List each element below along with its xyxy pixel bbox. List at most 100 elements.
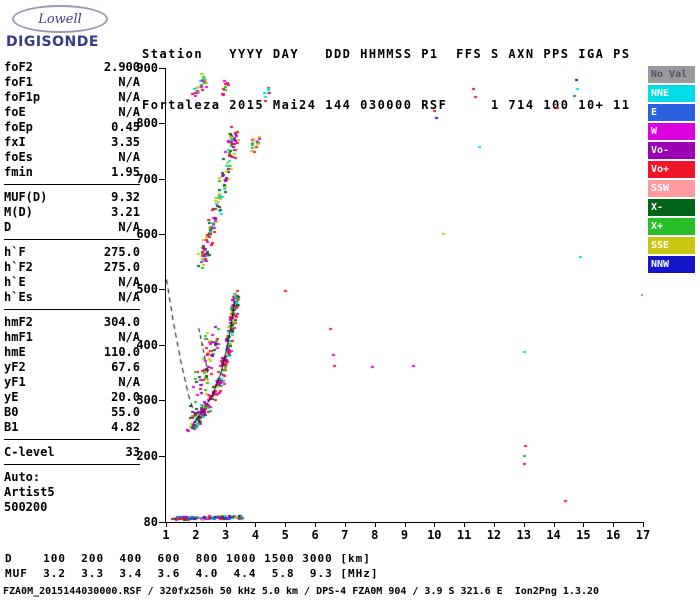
param-row: MUF(D) 9.32 <box>4 190 140 205</box>
y-axis-tick <box>159 178 165 180</box>
param-row: foEp 0.45 <box>4 120 140 135</box>
param-label: h`F2 <box>4 260 33 274</box>
param-label: h`F <box>4 245 26 259</box>
param-label: foE <box>4 105 26 119</box>
digisonde-logo: Lowell DIGISONDE <box>6 5 116 50</box>
param-label: hmF2 <box>4 315 33 329</box>
param-value: 2.900 <box>103 60 140 74</box>
param-value: 275.0 <box>103 245 140 259</box>
y-axis-label: 900 <box>136 61 158 75</box>
param-label: yF2 <box>4 360 26 374</box>
separator-line <box>4 184 140 185</box>
y-axis-label: 80 <box>143 515 158 529</box>
param-value: 304.0 <box>103 315 140 329</box>
param-row: h`E N/A <box>4 275 140 290</box>
param-label: MUF(D) <box>4 190 48 204</box>
param-label: B1 <box>4 420 19 434</box>
legend-item-e: E <box>648 104 695 121</box>
file-info-line: FZA0M_2015144030000.RSF / 320fx256h 50 k… <box>3 586 600 597</box>
lowell-oval-logo: Lowell <box>12 5 108 33</box>
param-label: yF1 <box>4 375 26 389</box>
x-axis-label: 10 <box>427 528 442 542</box>
param-row: h`F 275.0 <box>4 245 140 260</box>
y-axis-tick <box>159 455 165 457</box>
auto-scaler-label: Artist5 <box>4 485 55 499</box>
param-label: foF1p <box>4 90 41 104</box>
param-row: hmE 110.0 <box>4 345 140 360</box>
x-axis-line <box>165 522 644 523</box>
param-label: hmE <box>4 345 26 359</box>
x-axis-tick <box>404 523 406 527</box>
param-row: h`Es N/A <box>4 290 140 305</box>
param-row: foEs N/A <box>4 150 140 165</box>
x-axis-tick <box>255 523 257 527</box>
lowell-logo-text: Lowell <box>38 11 82 27</box>
param-label: foF1 <box>4 75 33 89</box>
y-axis-label: 700 <box>136 171 158 186</box>
param-row: foF1p N/A <box>4 90 140 105</box>
param-row: D N/A <box>4 220 140 235</box>
y-axis-tick <box>159 522 165 523</box>
param-value: N/A <box>118 375 140 389</box>
param-value: N/A <box>118 220 140 234</box>
x-axis-label: 12 <box>486 528 502 542</box>
x-axis-tick <box>434 523 436 527</box>
auto-scaler-label: Auto: <box>4 470 41 484</box>
x-axis-tick <box>643 523 644 527</box>
x-axis-label: 13 <box>516 528 531 542</box>
param-value: 20.0 <box>111 390 140 404</box>
x-axis-label: 16 <box>605 528 621 542</box>
x-axis-label: 1 <box>162 528 170 542</box>
param-label: B0 <box>4 405 19 419</box>
separator-line <box>4 439 140 440</box>
x-axis-tick <box>344 523 346 527</box>
param-row: foF2 2.900 <box>4 60 140 75</box>
muf-values-row: MUF 3.2 3.3 3.4 3.6 4.0 4.4 5.8 9.3 [MHz… <box>5 567 379 580</box>
legend-item-ssw: SSW <box>648 180 695 197</box>
param-value: N/A <box>118 150 140 164</box>
param-value: 67.6 <box>111 360 140 374</box>
param-row: B0 55.0 <box>4 405 140 420</box>
parameter-panel: foF2 2.900 foF1 N/A foF1p N/A foE N/A foEp 0.45 fx… <box>4 60 140 515</box>
legend-item-vo+: Vo+ <box>648 161 695 178</box>
param-label: D <box>4 220 12 234</box>
param-value: N/A <box>118 105 140 119</box>
ionogram-plot <box>166 68 643 522</box>
param-label: fxI <box>4 135 26 149</box>
x-axis-label: 9 <box>400 528 409 542</box>
y-axis-tick <box>159 123 165 125</box>
param-value: 1.95 <box>111 165 140 179</box>
x-axis-tick <box>464 523 466 527</box>
x-axis-tick <box>523 523 525 527</box>
y-axis-label: 600 <box>136 227 158 242</box>
x-axis-tick <box>225 523 227 527</box>
x-axis-tick <box>553 523 555 527</box>
muf-distance-row: D 100 200 400 600 800 1000 1500 3000 [km… <box>5 552 371 565</box>
legend-item-x-: X- <box>648 199 695 216</box>
y-axis-label: 400 <box>136 337 158 352</box>
param-row: M(D) 3.21 <box>4 205 140 220</box>
x-axis-tick <box>285 523 287 527</box>
y-axis-label: 800 <box>136 116 158 131</box>
digisonde-logo-text: DIGISONDE <box>6 34 99 50</box>
y-axis-tick <box>159 344 165 346</box>
x-axis-label: 11 <box>456 528 472 542</box>
param-label: h`E <box>4 275 26 289</box>
param-value: 0.45 <box>111 120 140 134</box>
x-axis-tick <box>583 523 585 527</box>
x-axis-tick <box>493 523 495 527</box>
station-header-labels: Station YYYY DAY DDD HHMMSS P1 FFS S AXN… <box>142 47 631 61</box>
param-row: foF1 N/A <box>4 75 140 90</box>
x-axis-tick <box>374 523 376 527</box>
x-axis-label: 6 <box>311 528 319 542</box>
param-label: foEs <box>4 150 33 164</box>
legend-item-nne: NNE <box>648 85 695 102</box>
x-axis-label: 2 <box>192 528 200 542</box>
param-label: M(D) <box>4 205 33 219</box>
x-axis-label: 7 <box>341 528 349 542</box>
param-value: N/A <box>118 275 140 289</box>
doppler-legend: No Val NNE E W Vo- Vo+ SSW X- X+ SSE NNW <box>648 66 695 275</box>
y-axis-tick <box>159 68 165 69</box>
y-axis-tick <box>159 234 165 236</box>
